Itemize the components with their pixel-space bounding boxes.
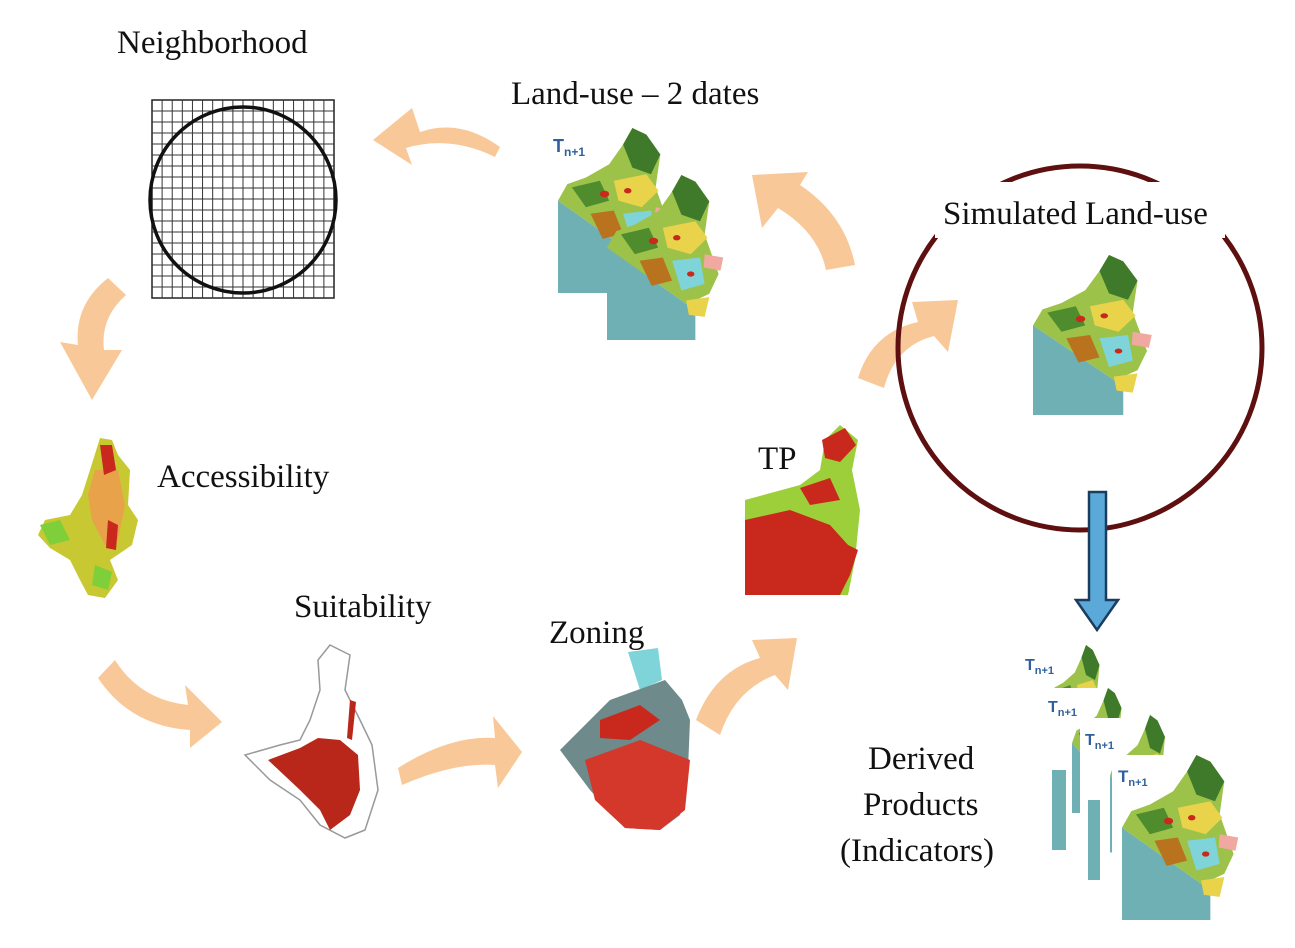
down-arrow: [1073, 490, 1121, 633]
zoning-map: [560, 648, 690, 830]
tp-label: TP: [758, 441, 797, 477]
derived-label-line3: (Indicators): [840, 833, 994, 869]
accessibility-label: Accessibility: [157, 459, 330, 495]
cycle-arrows: [60, 108, 958, 788]
derived-label-line1: Derived: [868, 741, 975, 777]
arrow-tp-to-simulated: [858, 300, 958, 388]
arrow-suitability-to-zoning: [398, 716, 522, 788]
zoning-label: Zoning: [549, 615, 645, 651]
tn1-label-top: Tn+1: [553, 136, 585, 159]
suitability-label: Suitability: [294, 589, 432, 625]
arrow-simulated-to-landuse: [752, 172, 855, 270]
accessibility-map: [38, 438, 138, 598]
suitability-map: [243, 644, 379, 839]
arrow-neighborhood-to-accessibility: [60, 278, 126, 400]
landuse-two-dates-label: Land-use – 2 dates: [511, 76, 760, 112]
landuse-two-dates-maps: Tn+1: [553, 128, 724, 340]
arrow-landuse-to-neighborhood: [373, 108, 500, 165]
arrow-accessibility-to-suitability: [98, 660, 222, 748]
derived-products-stack: Tn+1 Tn+1 Tn+1 Tn+1: [1018, 645, 1239, 920]
derived-label-line2: Products: [863, 787, 979, 823]
simulated-landuse-group: [895, 163, 1265, 533]
simulated-landuse-label: Simulated Land-use: [943, 196, 1208, 232]
arrow-zoning-to-tp: [696, 638, 797, 735]
tp-map: [745, 425, 860, 595]
derived-card-4: Tn+1: [1112, 755, 1239, 920]
neighborhood-label: Neighborhood: [117, 25, 308, 61]
neighborhood-grid: [148, 99, 338, 299]
